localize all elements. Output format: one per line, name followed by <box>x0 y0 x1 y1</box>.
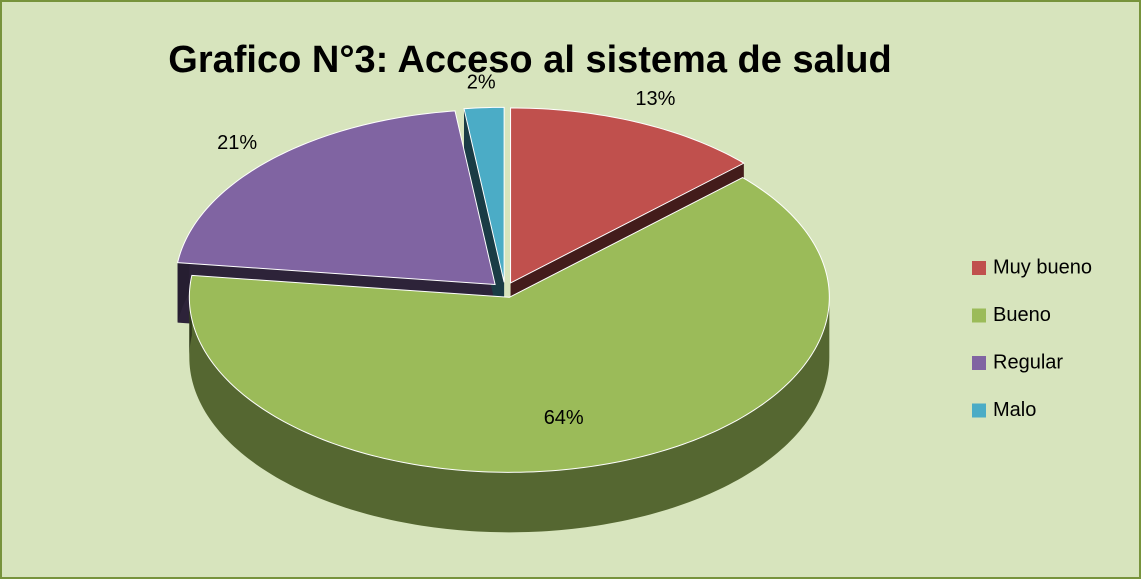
chart-title: Grafico N°3: Acceso al sistema de salud <box>168 39 891 81</box>
legend: Muy bueno Bueno Regular Malo <box>972 256 1092 421</box>
slice <box>510 107 745 284</box>
legend-swatch <box>972 403 986 418</box>
pie: 13% 64% 21% 2% <box>176 71 830 533</box>
legend-label: Muy bueno <box>993 256 1092 278</box>
data-label: 64% <box>544 407 584 429</box>
legend-swatch <box>972 308 986 323</box>
data-label: 13% <box>635 88 675 110</box>
data-label: 21% <box>217 132 257 154</box>
slice-wall <box>189 297 830 533</box>
legend-swatch <box>972 261 986 275</box>
data-label: 2% <box>467 71 496 93</box>
legend-label: Bueno <box>993 304 1051 326</box>
legend-label: Malo <box>993 399 1036 421</box>
legend-swatch <box>972 356 986 370</box>
slice <box>463 106 505 283</box>
slice <box>176 110 496 286</box>
slice <box>188 176 830 473</box>
legend-label: Regular <box>993 351 1063 373</box>
